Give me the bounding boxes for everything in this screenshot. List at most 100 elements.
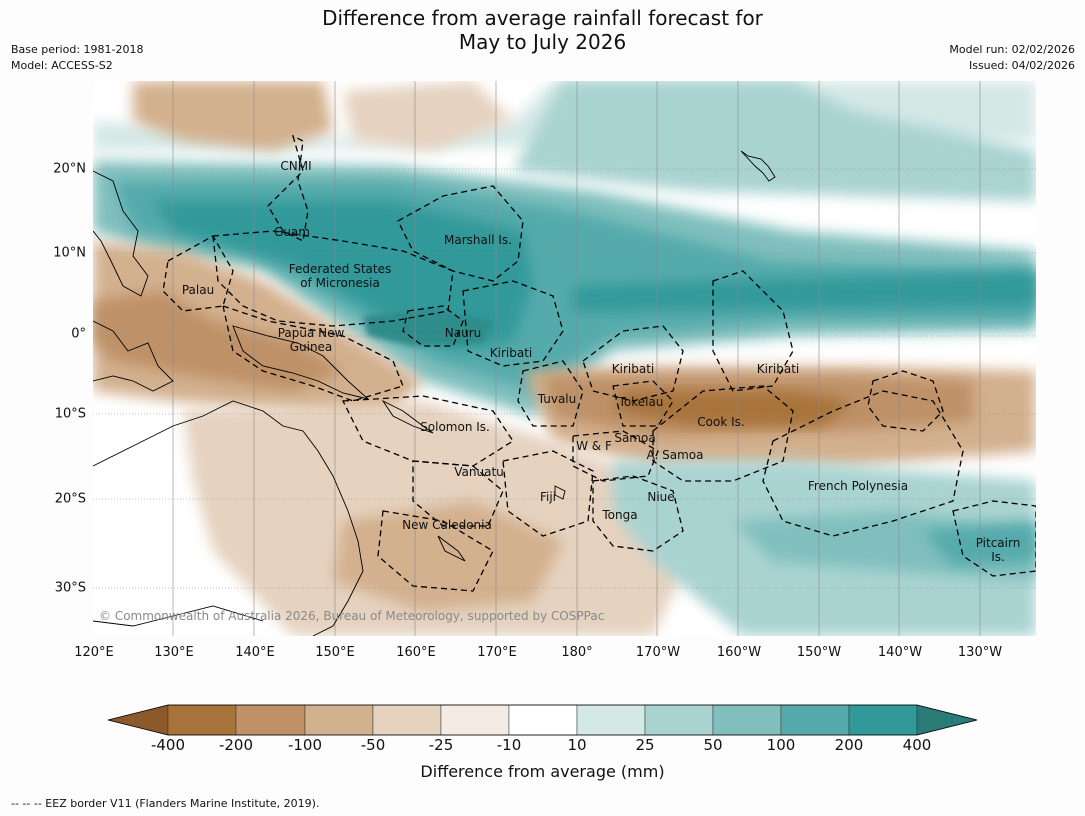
coast-new-guinea [232, 325, 369, 400]
place-png-line1: Papua New [277, 326, 345, 340]
place-png: Papua New Guinea [278, 326, 345, 354]
colorbar-segment-2 [235, 704, 306, 736]
colorbar-segment-9 [712, 704, 782, 736]
place-pitcairn-line1: Pitcairn [975, 536, 1021, 550]
lat-label-10n: 10°N [53, 245, 86, 261]
place-vanuatu: Vanuatu [454, 465, 504, 479]
lon-label-180: 180° [561, 645, 593, 660]
place-tokelau: Tokelau [618, 395, 664, 409]
coast-hawaii [740, 150, 776, 182]
eez-new-caledonia [377, 510, 494, 592]
colorbar-segment-6 [508, 704, 578, 736]
coast-solomon [381, 399, 434, 434]
colorbar-segment-10 [780, 704, 850, 736]
place-cook-islands: Cook Is. [697, 415, 745, 429]
footnote-eez: -- -- -- EEZ border V11 (Flanders Marine… [11, 797, 320, 810]
colorbar-label-3: -100 [287, 736, 323, 754]
eez-vanuatu [412, 460, 504, 527]
place-kiribati-central: Kiribati [611, 362, 655, 376]
map-area [93, 81, 1036, 636]
model-name: Model: ACCESS-S2 [11, 59, 113, 72]
eez-french-polynesia [762, 390, 964, 537]
place-tuvalu: Tuvalu [537, 392, 577, 406]
place-kiribati-east: Kiribati [756, 362, 800, 376]
colorbar-label-12: 400 [902, 736, 932, 754]
colorbar-label-6: -10 [496, 736, 522, 754]
coast-philippines [93, 170, 149, 297]
place-fsm-line1: Federated States [288, 262, 392, 276]
eez-tokelau [612, 380, 674, 427]
colorbar-label-1: -400 [150, 736, 186, 754]
colorbar-outline [107, 704, 978, 736]
place-png-line2: Guinea [289, 340, 333, 354]
lon-label-150e: 150°E [315, 645, 355, 660]
coast-borneo-sulawesi [93, 320, 174, 392]
colorbar-label-11: 200 [834, 736, 864, 754]
map-title-line2: May to July 2026 [458, 30, 627, 54]
lat-label-20n: 20°N [53, 161, 86, 177]
place-american-samoa: A. Samoa [646, 448, 704, 462]
colorbar-segment-3 [304, 704, 374, 736]
colorbar-label-8: 25 [635, 736, 655, 754]
eez-kiribati-phoenix [582, 325, 684, 402]
anomaly-south-mid-brown [333, 501, 563, 611]
anomaly-north-brown-2 [343, 81, 513, 151]
colorbar-segment-4 [372, 704, 442, 736]
eez-cnmi-guam [267, 134, 309, 242]
eez-marshall [397, 185, 524, 282]
colorbar-segment-11 [848, 704, 918, 736]
place-fsm: Federated States of Micronesia [289, 262, 391, 290]
meta-left: Base period: 1981-2018 Model: ACCESS-S2 [11, 42, 143, 74]
lon-label-120e: 120°E [74, 645, 114, 660]
place-cnmi: CNMI [280, 159, 312, 173]
map-title-line1: Difference from average rainfall forecas… [322, 6, 763, 30]
coast-new-caledonia [437, 535, 466, 562]
lat-label-20s: 20°S [54, 491, 86, 507]
eez-fiji [502, 450, 594, 537]
lon-label-160e: 160°E [396, 645, 436, 660]
place-new-caledonia: New Caledonia [402, 518, 492, 532]
lon-label-140w: 140°W [877, 645, 923, 660]
colorbar-segment-5 [440, 704, 510, 736]
anomaly-west-dry-light [93, 241, 423, 421]
colorbar-label-2: -200 [218, 736, 254, 754]
anomaly-wet-core [363, 309, 493, 346]
place-niue: Niue [647, 490, 675, 504]
place-nauru: Nauru [444, 326, 482, 340]
place-fsm-line2: of Micronesia [300, 276, 380, 290]
lat-label-30s: 30°S [54, 580, 86, 596]
eez-fsm [212, 230, 454, 327]
anomaly-northeast-teal [513, 81, 1036, 201]
eez-solomon [341, 395, 514, 467]
issued-date: Issued: 04/02/2026 [968, 59, 1075, 72]
eez-tuvalu [517, 360, 584, 427]
colorbar-label-4: -50 [360, 736, 386, 754]
lon-label-160w: 160°W [716, 645, 762, 660]
coast-fiji [554, 485, 566, 500]
colorbar-segment-7 [576, 704, 646, 736]
coast-australia [93, 400, 364, 636]
colorbar-segment-8 [644, 704, 714, 736]
place-marshall-islands: Marshall Is. [444, 233, 512, 247]
eez-pitcairn [952, 500, 1036, 577]
coastlines [93, 150, 776, 636]
eez-samoa-wf [572, 430, 659, 482]
lon-label-130w: 130°W [957, 645, 1003, 660]
map-title: Difference from average rainfall forecas… [0, 6, 1085, 54]
eez-cook [652, 385, 794, 482]
colorbar-label-9: 50 [703, 736, 723, 754]
rainfall-anomaly-map [93, 81, 1036, 636]
lon-label-170w: 170°W [635, 645, 681, 660]
lon-label-170e: 170°E [477, 645, 517, 660]
eez-kiribati-line [712, 270, 794, 392]
place-pitcairn: Pitcairn Is. [976, 536, 1021, 564]
place-solomon-islands: Solomon Is. [420, 420, 490, 434]
anomaly-dry-band-core [613, 391, 853, 426]
anomaly-southeast-teal-strong [923, 521, 1036, 566]
place-pitcairn-line2: Is. [991, 550, 1005, 564]
colorbar-label-10: 100 [766, 736, 796, 754]
anomaly-wet-band-east-strong [573, 271, 1036, 311]
lon-label-150w: 150°W [796, 645, 842, 660]
colorbar-arrow-right [916, 704, 978, 736]
place-guam: Guam [274, 225, 310, 239]
